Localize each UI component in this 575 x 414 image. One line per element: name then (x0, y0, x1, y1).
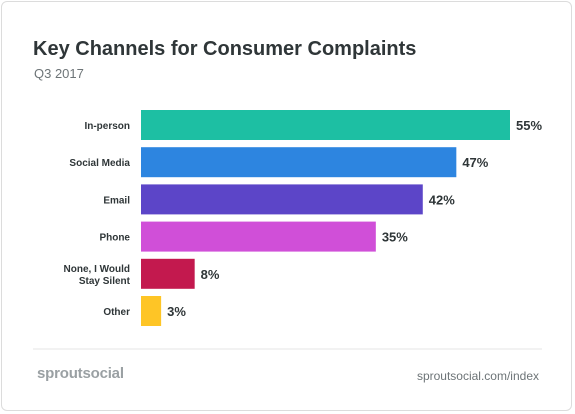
category-label-1: Social Media (69, 158, 130, 169)
category-label-4: None, I Would Stay Silent (64, 264, 131, 287)
value-label-2: 42% (429, 192, 455, 207)
value-label-0: 55% (516, 118, 542, 133)
bar-4 (141, 258, 195, 289)
chart-subtitle: Q3 2017 (34, 66, 84, 81)
bar-0 (141, 110, 510, 140)
category-label-2: Email (103, 195, 130, 206)
value-label-4: 8% (201, 267, 220, 282)
chart-title: Key Channels for Consumer Complaints (33, 38, 417, 60)
brand-logo: sproutsocial (37, 365, 124, 382)
category-label-3: Phone (99, 233, 130, 244)
bar-2 (141, 184, 423, 215)
value-label-1: 47% (462, 155, 488, 170)
bar-5 (141, 296, 162, 326)
category-label-0: In-person (84, 121, 130, 132)
bar-1 (141, 147, 457, 178)
value-label-5: 3% (167, 304, 186, 319)
bar-3 (141, 221, 376, 252)
value-label-3: 35% (382, 230, 408, 245)
brand-url: sproutsocial.com/index (416, 369, 539, 383)
category-label-5: Other (103, 307, 130, 318)
